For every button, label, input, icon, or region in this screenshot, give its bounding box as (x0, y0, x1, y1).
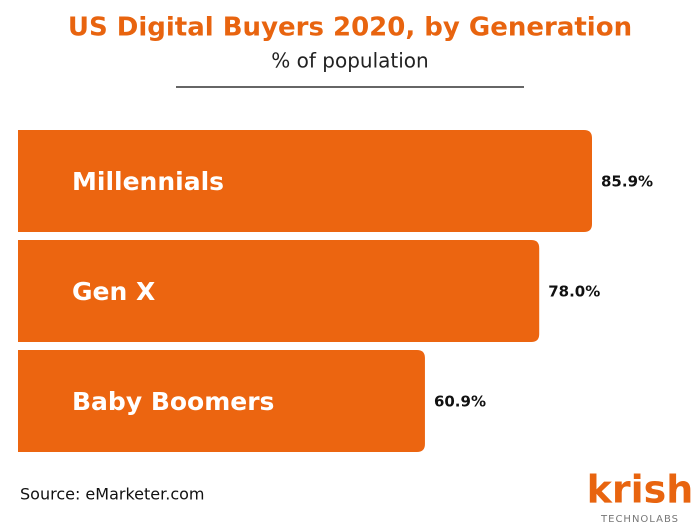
category-label: Millennials (72, 167, 224, 196)
bar (18, 130, 592, 232)
bar (18, 240, 540, 342)
chart-title: US Digital Buyers 2020, by Generation (68, 13, 632, 43)
value-label: 85.9% (601, 173, 653, 191)
category-label: Baby Boomers (72, 387, 274, 416)
value-label: 78.0% (548, 283, 600, 301)
value-label: 60.9% (434, 393, 486, 411)
source: Source: eMarketer.com (20, 485, 204, 504)
logo-name: krish (587, 468, 694, 512)
chart-subtitle: % of population (271, 49, 428, 73)
category-label: Gen X (72, 277, 155, 306)
logo-tagline: TECHNOLABS (600, 514, 679, 525)
bar (18, 350, 425, 452)
